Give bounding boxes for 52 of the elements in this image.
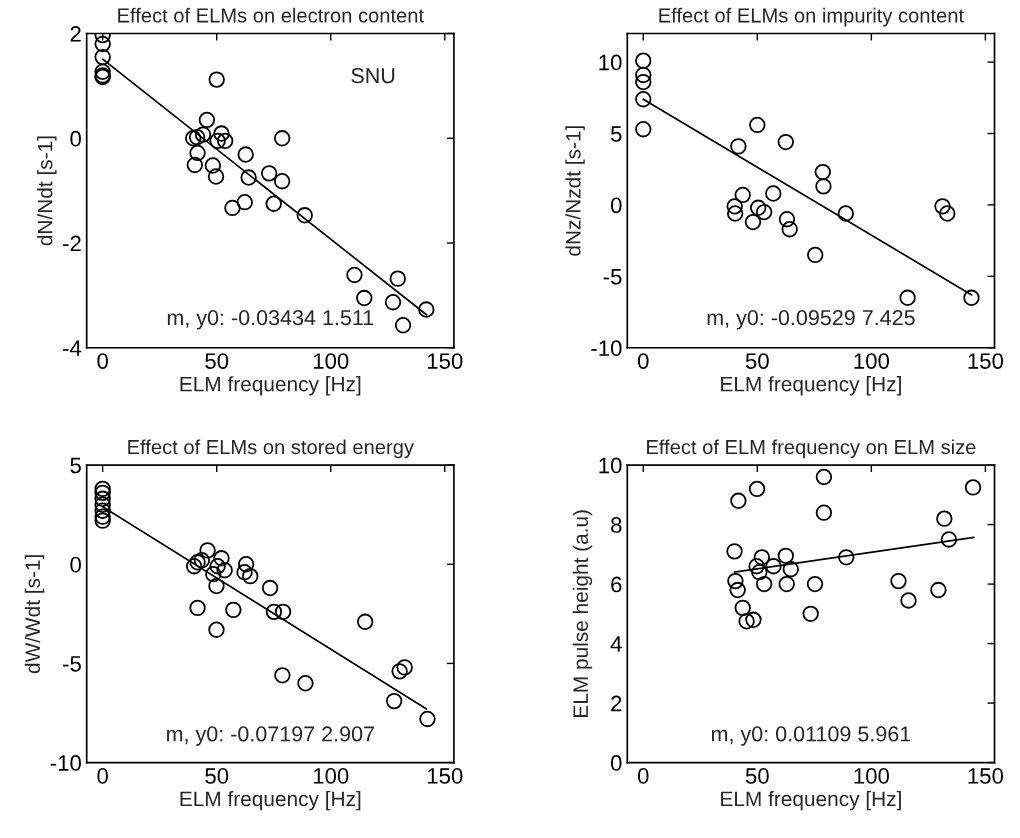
annotation: SNU xyxy=(351,68,395,84)
x-axis-title: ELM frequency [Hz] xyxy=(180,790,361,811)
y-tick-label: 5 xyxy=(70,457,81,474)
y-tick-label: 0 xyxy=(610,755,622,771)
y-tick-label: -10 xyxy=(50,755,81,771)
y-axis-title: ELM pulse height (a.u) xyxy=(572,510,593,717)
annotation: m, y0: 0.01109 5.961 xyxy=(712,726,911,746)
y-tick-label: 10 xyxy=(599,457,622,474)
x-tick-label: 100 xyxy=(854,353,890,369)
chart-title: Effect of ELMs on electron content xyxy=(118,7,424,23)
y-tick-label: 0 xyxy=(70,130,81,147)
annotation: m, y0: -0.03434 1.511 xyxy=(167,310,374,330)
annotation: m, y0: -0.07197 2.907 xyxy=(167,726,374,746)
chart-title: Effect of ELM frequency on ELM size xyxy=(647,439,976,459)
y-tick-label: 0 xyxy=(610,197,622,214)
x-tick-label: 50 xyxy=(205,353,229,369)
annotation: m, y0: -0.09529 7.425 xyxy=(707,310,915,330)
y-tick-label: 2 xyxy=(70,26,81,42)
x-tick-label: 100 xyxy=(313,768,349,784)
x-tick-label: 0 xyxy=(97,768,108,784)
x-tick-label: 0 xyxy=(97,353,108,369)
x-tick-label: 50 xyxy=(205,768,229,784)
x-tick-label: 150 xyxy=(968,768,1004,784)
y-axis-title: dNz/Nzdt [s-1] xyxy=(565,126,585,256)
x-tick-label: 0 xyxy=(637,768,649,784)
y-tick-label: 4 xyxy=(610,636,622,652)
x-tick-label: 150 xyxy=(427,353,463,369)
x-axis-title: ELM frequency [Hz] xyxy=(180,376,361,396)
y-axis-title: dN/Ndt [s-1] xyxy=(37,136,57,246)
x-tick-label: 100 xyxy=(313,353,349,369)
y-tick-label: 10 xyxy=(599,54,622,71)
y-tick-label: -5 xyxy=(63,656,81,672)
x-tick-label: 0 xyxy=(637,353,649,369)
y-axis-title: dW/Wdt [s-1] xyxy=(24,555,45,674)
y-tick-label: -4 xyxy=(63,340,82,356)
y-tick-label: 2 xyxy=(611,695,622,712)
y-tick-label: 0 xyxy=(70,556,81,573)
chart-title: Effect of ELMs on stored energy xyxy=(128,439,414,459)
y-tick-label: 8 xyxy=(611,517,622,533)
y-tick-label: -5 xyxy=(603,269,622,285)
x-tick-label: 50 xyxy=(745,353,769,369)
y-tick-label: -2 xyxy=(63,235,81,252)
x-tick-label: 100 xyxy=(854,768,890,784)
chart-title: Effect of ELMs on impurity content xyxy=(659,7,964,27)
x-axis-title: ELM frequency [Hz] xyxy=(721,376,901,396)
y-tick-label: 6 xyxy=(611,576,622,593)
y-tick-label: -10 xyxy=(591,340,622,357)
x-tick-label: 150 xyxy=(427,768,463,784)
x-tick-label: 50 xyxy=(745,768,769,784)
y-tick-label: 5 xyxy=(610,126,622,142)
x-axis-title: ELM frequency [Hz] xyxy=(721,790,901,811)
x-tick-label: 150 xyxy=(968,353,1004,369)
